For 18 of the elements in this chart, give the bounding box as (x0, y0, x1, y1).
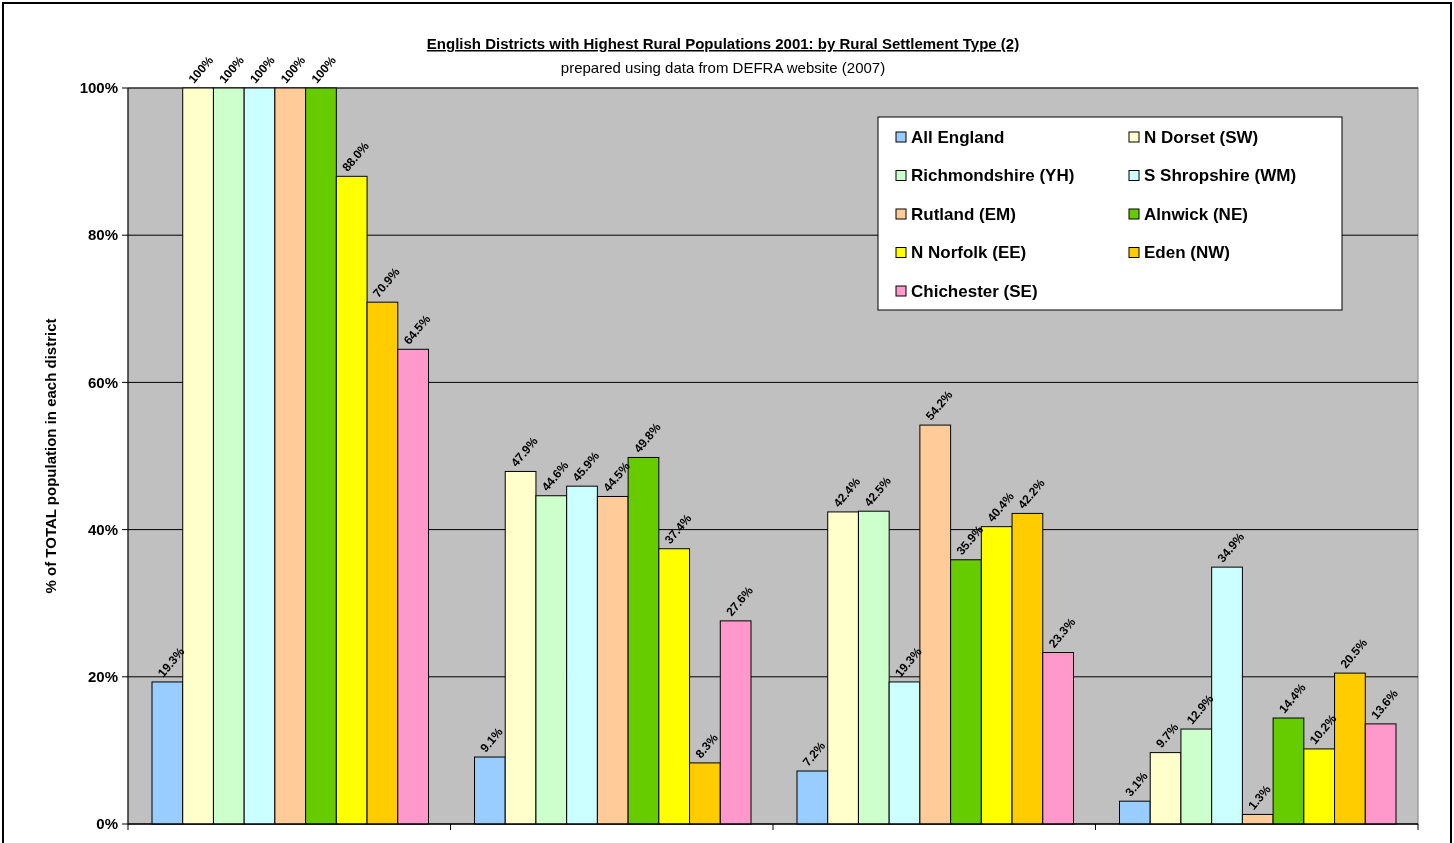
y-tick-label: 0% (96, 815, 118, 833)
legend-label: Eden (NW) (1144, 243, 1230, 263)
y-tick-label: 80% (87, 226, 118, 244)
legend-label: S Shropshire (WM) (1144, 166, 1297, 186)
legend-label: N Norfolk (EE) (911, 243, 1027, 263)
legend-label: Alnwick (NE) (1144, 204, 1248, 224)
legend-label: Rutland (EM) (911, 204, 1016, 224)
y-tick-label: 40% (87, 520, 118, 538)
legend-label: N Dorset (SW) (1144, 127, 1259, 147)
chart-title: English Districts with Highest Rural Populations 2001: by Rural Settlement Type (2) (426, 35, 1020, 52)
y-tick-label: 20% (87, 668, 118, 686)
legend-label: Richmondshire (YH) (911, 166, 1075, 186)
y-axis-title: % of TOTAL population in each district (42, 318, 59, 594)
y-tick-label: 100% (79, 79, 118, 97)
y-tick-label: 60% (87, 373, 118, 391)
legend-label: All England (911, 127, 1005, 147)
chart-subtitle: prepared using data from DEFRA website (2007) (560, 59, 886, 76)
legend-label: Chichester (SE) (911, 281, 1038, 301)
